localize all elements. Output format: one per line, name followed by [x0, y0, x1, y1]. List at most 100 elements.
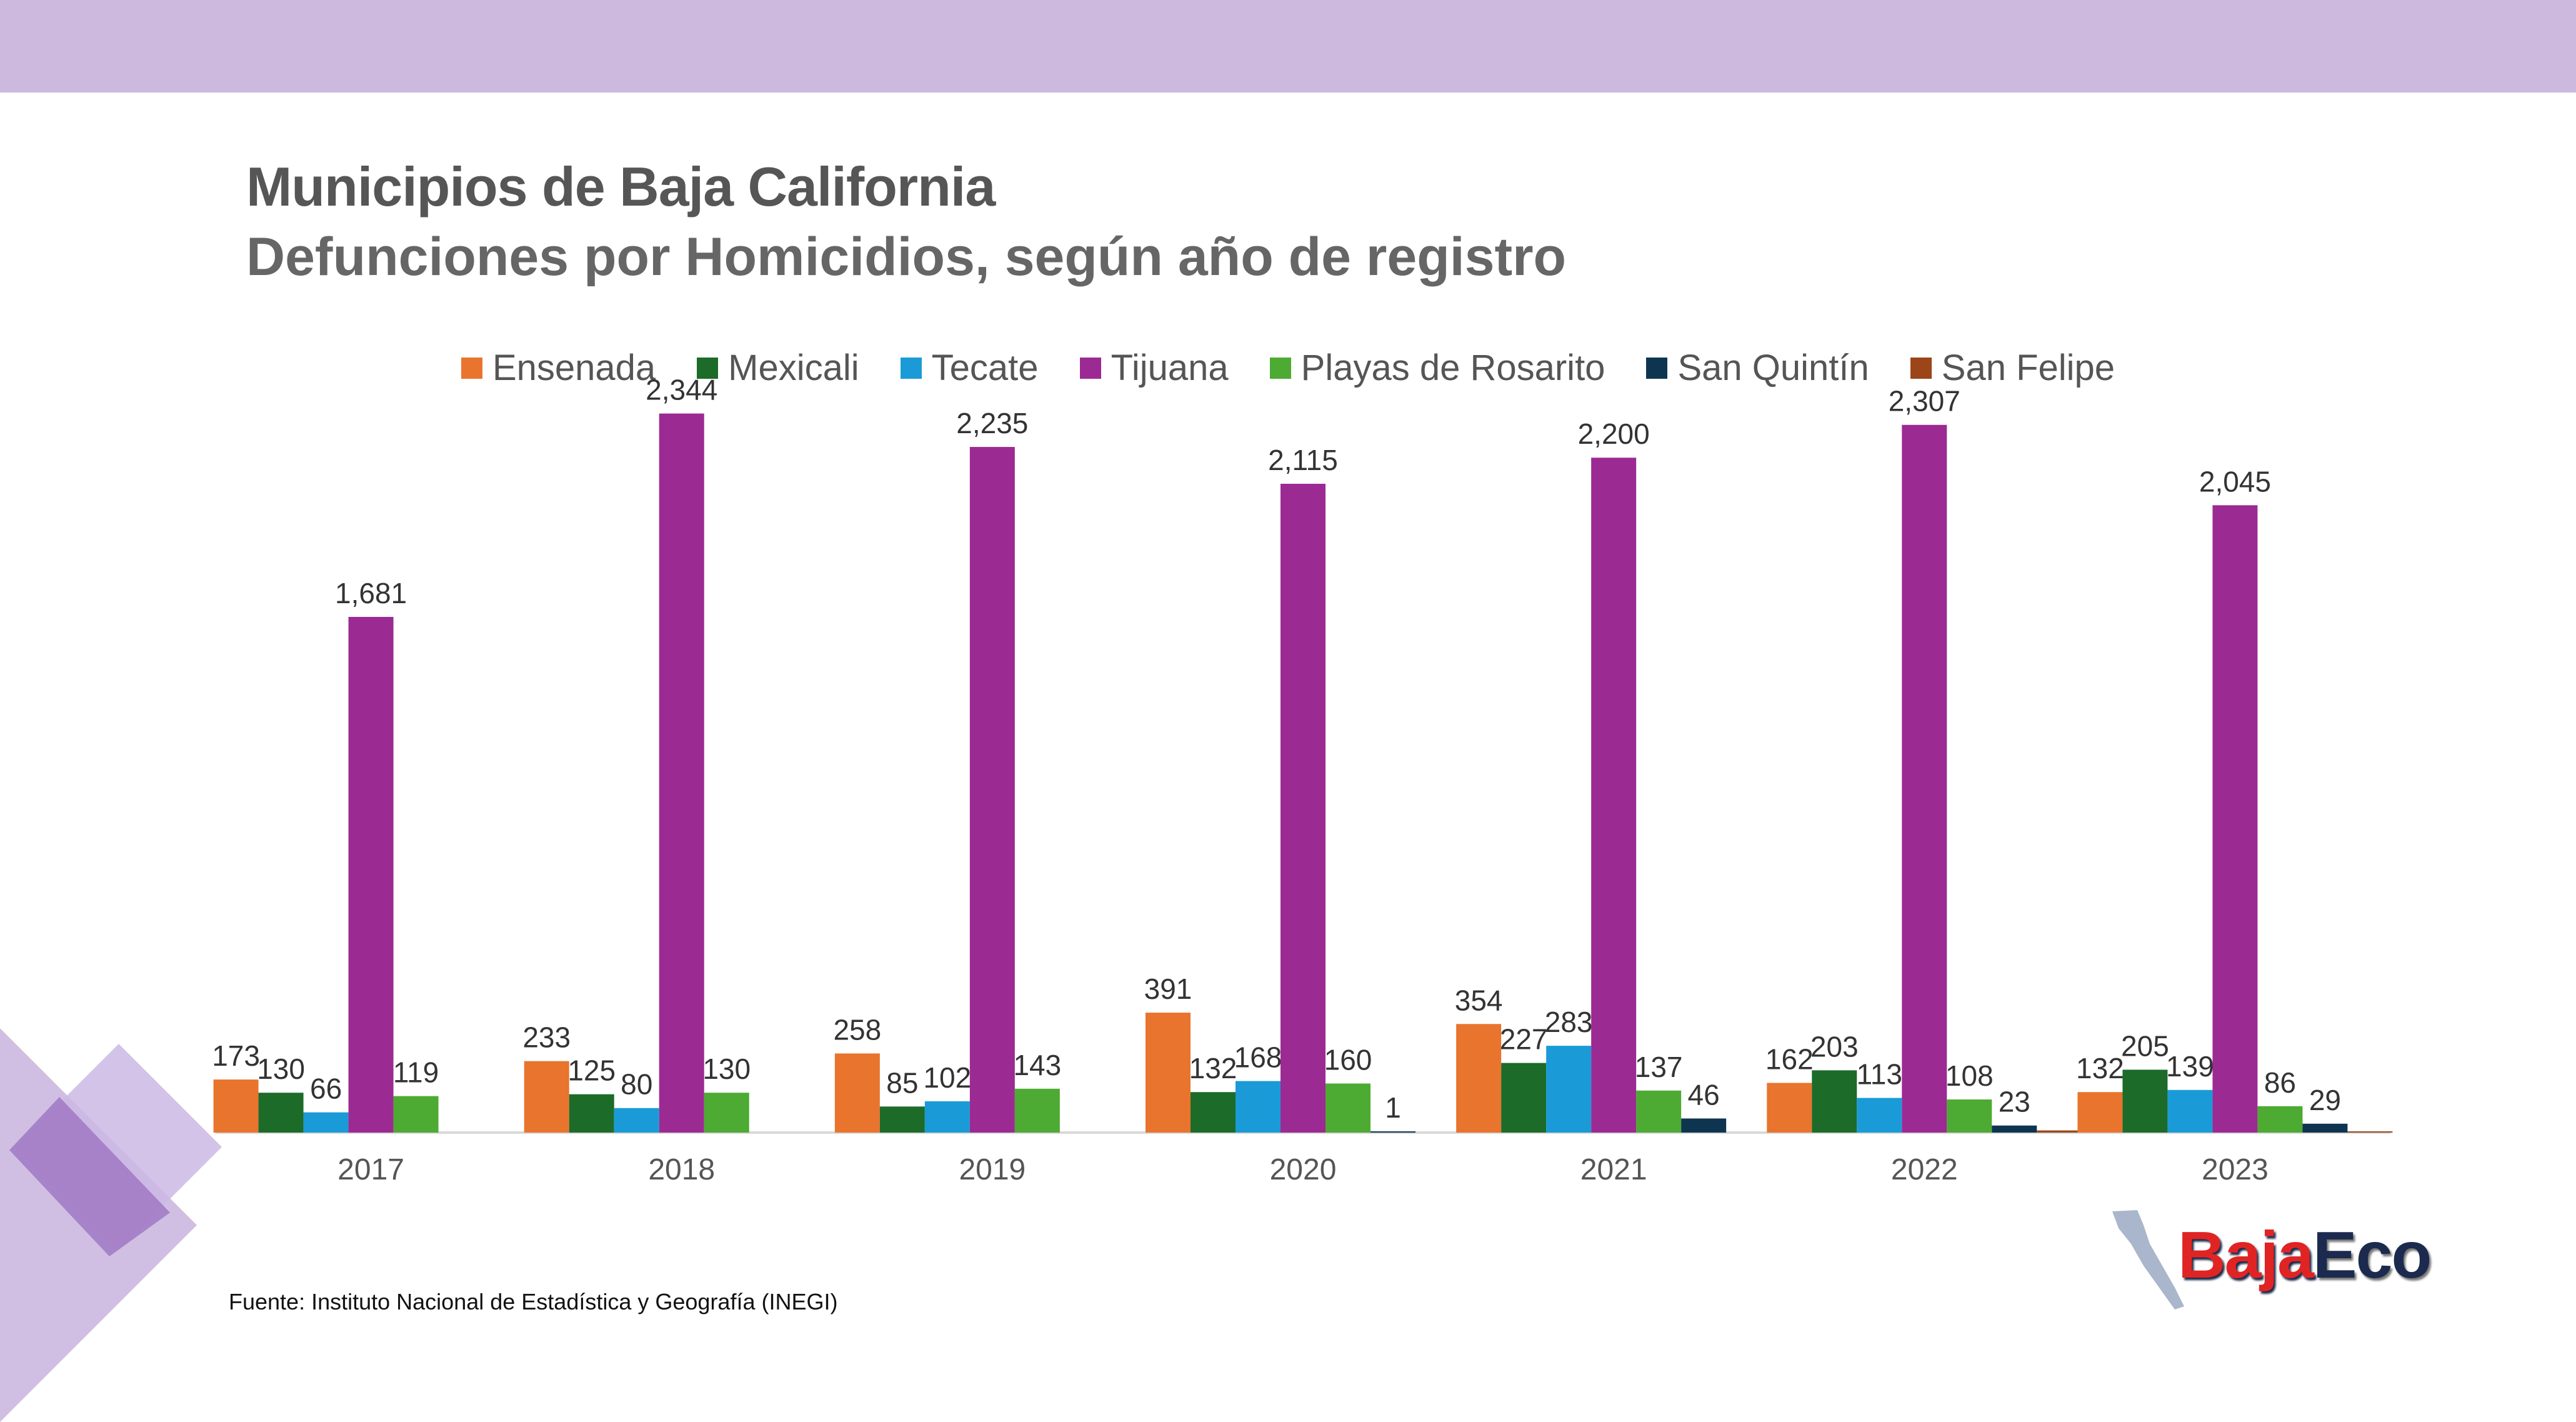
data-label: 80 [621, 1068, 652, 1101]
legend-label: San Quintín [1677, 348, 1869, 388]
baja-california-map-icon [2112, 1210, 2184, 1309]
chart-title: Municipios de Baja California [246, 156, 996, 218]
bar-playas-de-rosarito-2019 [1014, 1088, 1060, 1133]
bar-tecate-2017 [303, 1112, 349, 1133]
bar-tijuana-2020 [1281, 483, 1325, 1133]
x-tick-label: 2017 [337, 1153, 404, 1186]
x-tick-label: 2018 [648, 1153, 715, 1186]
data-label: 125 [567, 1054, 616, 1087]
bar-ensenada-2018 [524, 1061, 569, 1133]
bar-mexicali-2019 [879, 1106, 925, 1133]
legend-item-mexicali: Mexicali [697, 347, 859, 389]
bar-tecate-2021 [1546, 1046, 1592, 1133]
data-label: 108 [1945, 1059, 1994, 1092]
data-label: 203 [1810, 1030, 1859, 1063]
bar-ensenada-2021 [1456, 1024, 1502, 1133]
legend-swatch [900, 357, 922, 379]
bar-playas-de-rosarito-2022 [1947, 1099, 1992, 1133]
data-label: 1 [1385, 1091, 1401, 1124]
bar-san-quint-n-2021 [1681, 1118, 1727, 1133]
data-label: 205 [2121, 1029, 2169, 1062]
data-label: 113 [1857, 1058, 1902, 1091]
bar-tecate-2022 [1857, 1098, 1902, 1133]
data-label: 46 [1688, 1078, 1720, 1111]
bar-tijuana-2021 [1591, 458, 1637, 1133]
bar-playas-de-rosarito-2017 [393, 1096, 439, 1133]
legend-item-ensenada: Ensenada [461, 347, 656, 389]
bar-san-felipe-2022 [2037, 1130, 2082, 1133]
data-label: 391 [1144, 973, 1192, 1005]
bar-playas-de-rosarito-2020 [1325, 1083, 1370, 1133]
bar-mexicali-2021 [1501, 1063, 1547, 1133]
data-label: 130 [257, 1053, 305, 1085]
bar-san-quint-n-2020 [1370, 1131, 1415, 1133]
legend-item-san-felipe: San Felipe [1910, 347, 2115, 389]
bar-playas-de-rosarito-2023 [2257, 1106, 2303, 1133]
bar-tijuana-2017 [348, 616, 394, 1133]
bar-san-felipe-2023 [2347, 1131, 2393, 1133]
chart-subtitle: Defunciones por Homicidios, según año de… [246, 227, 1567, 287]
data-label: 2,115 [1268, 444, 1338, 476]
bar-ensenada-2023 [2077, 1092, 2123, 1133]
data-label: 1,681 [335, 577, 407, 609]
bar-mexicali-2022 [1812, 1070, 1857, 1133]
legend-item-playas-de-rosarito: Playas de Rosarito [1269, 347, 1605, 389]
data-label: 132 [2076, 1052, 2124, 1084]
legend-swatch [1646, 357, 1668, 379]
bar-tecate-2019 [924, 1101, 970, 1133]
data-label: 2,045 [2199, 465, 2271, 498]
logo-text-eco: Eco [2312, 1218, 2432, 1292]
legend-label: San Felipe [1941, 348, 2115, 388]
data-label: 168 [1234, 1041, 1282, 1074]
x-tick-label: 2022 [1891, 1153, 1958, 1186]
legend-swatch [1079, 357, 1101, 379]
data-label: 2,344 [646, 374, 717, 406]
bar-tecate-2020 [1236, 1081, 1281, 1133]
x-tick-label: 2019 [959, 1153, 1026, 1186]
x-tick-label: 2020 [1270, 1153, 1337, 1186]
bar-san-quint-n-2022 [1992, 1125, 2037, 1133]
bar-mexicali-2017 [258, 1093, 304, 1133]
legend-item-tijuana: Tijuana [1079, 347, 1229, 389]
legend-item-tecate: Tecate [900, 347, 1039, 389]
data-label: 160 [1324, 1043, 1372, 1076]
legend-label: Tecate [931, 348, 1039, 388]
bar-tecate-2023 [2167, 1089, 2213, 1133]
legend-swatch [461, 357, 482, 379]
data-label: 283 [1545, 1006, 1593, 1038]
source-note: Fuente: Instituto Nacional de Estadístic… [229, 1289, 838, 1314]
data-label: 119 [393, 1056, 439, 1089]
bar-tecate-2018 [614, 1108, 659, 1133]
bar-mexicali-2020 [1191, 1092, 1236, 1133]
data-label: 66 [310, 1073, 342, 1105]
bar-ensenada-2017 [213, 1079, 259, 1133]
data-label: 162 [1765, 1043, 1814, 1075]
data-label: 2,200 [1578, 418, 1650, 450]
data-label: 227 [1500, 1023, 1548, 1056]
bar-mexicali-2023 [2122, 1069, 2168, 1133]
bar-tijuana-2018 [659, 413, 704, 1133]
bar-mexicali-2018 [569, 1094, 614, 1133]
legend-swatch [1910, 357, 1932, 379]
bar-playas-de-rosarito-2021 [1636, 1090, 1682, 1133]
bar-ensenada-2020 [1146, 1013, 1191, 1133]
bar-tijuana-2022 [1902, 424, 1947, 1133]
data-label: 102 [923, 1061, 971, 1094]
data-label: 86 [2264, 1066, 2296, 1099]
x-tick-label: 2023 [2202, 1153, 2269, 1186]
data-label: 354 [1455, 984, 1503, 1016]
data-label: 137 [1635, 1051, 1683, 1083]
data-label: 173 [212, 1039, 260, 1072]
legend-swatch [697, 357, 719, 379]
bar-playas-de-rosarito-2018 [704, 1093, 749, 1133]
diamond-dark [9, 1097, 170, 1256]
data-label: 132 [1189, 1052, 1237, 1084]
data-label: 29 [2309, 1084, 2341, 1116]
bar-ensenada-2022 [1767, 1083, 1812, 1133]
bar-san-quint-n-2023 [2302, 1123, 2348, 1133]
data-label: 233 [522, 1021, 571, 1054]
legend-label: Playas de Rosarito [1300, 348, 1605, 388]
legend: Ensenada Mexicali Tecate Tijuana Playas de R… [0, 347, 2576, 389]
data-label: 139 [2166, 1050, 2214, 1083]
